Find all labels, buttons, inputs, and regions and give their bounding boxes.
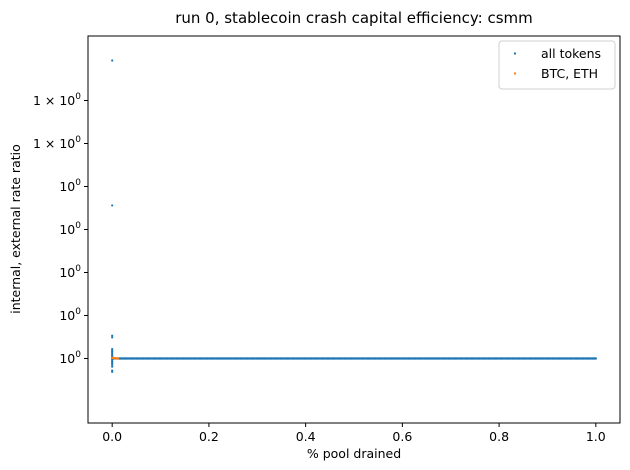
y-tick-label: 100 bbox=[59, 350, 81, 366]
y-tick-label: 100 bbox=[59, 307, 81, 323]
y-tick-exponent: 0 bbox=[75, 350, 81, 360]
legend-marker-btc-eth bbox=[514, 72, 516, 75]
x-tick-label: 0.8 bbox=[489, 429, 509, 444]
legend-box bbox=[498, 40, 616, 90]
y-tick-exponent: 0 bbox=[75, 221, 81, 231]
legend-label-btc-eth: BTC, ETH bbox=[541, 66, 598, 81]
point-all-tokens bbox=[111, 334, 114, 337]
x-axis-label: % pool drained bbox=[307, 446, 401, 461]
data-points-layer bbox=[110, 59, 598, 373]
y-tick-base: 10 bbox=[59, 308, 75, 323]
y-tick-label: 100 bbox=[59, 264, 81, 280]
point-btc-eth bbox=[116, 357, 120, 360]
y-tick-exponent: 0 bbox=[75, 92, 81, 102]
point-all-tokens bbox=[111, 365, 114, 368]
point-all-tokens bbox=[111, 370, 114, 373]
x-tick-label: 0.0 bbox=[102, 429, 122, 444]
point-all-tokens bbox=[594, 357, 598, 360]
y-tick-base: 10 bbox=[59, 179, 75, 194]
plot-area bbox=[87, 35, 621, 424]
y-tick-exponent: 0 bbox=[75, 307, 81, 317]
y-tick-base: 10 bbox=[59, 351, 75, 366]
point-all-tokens bbox=[111, 363, 114, 367]
legend: all tokens BTC, ETH bbox=[498, 40, 616, 90]
point-all-tokens bbox=[111, 59, 114, 62]
y-tick-exponent: 0 bbox=[75, 178, 81, 188]
x-axis: 0.0 0.2 0.4 0.6 0.8 1.0 bbox=[102, 423, 606, 444]
y-tick-label: 100 bbox=[59, 221, 81, 237]
y-axis-label: internal, external rate ratio bbox=[8, 144, 23, 314]
y-tick-exponent: 0 bbox=[75, 135, 81, 145]
x-tick-label: 1.0 bbox=[586, 429, 606, 444]
legend-label-all-tokens: all tokens bbox=[541, 46, 601, 61]
point-all-tokens bbox=[111, 204, 114, 207]
y-tick-label: 1 × 100 bbox=[33, 135, 81, 151]
legend-marker-all-tokens bbox=[514, 52, 516, 55]
x-tick-label: 0.4 bbox=[296, 429, 316, 444]
chart-title: run 0, stablecoin crash capital efficien… bbox=[175, 9, 533, 27]
y-tick-label: 1 × 100 bbox=[33, 92, 81, 108]
y-tick-label: 100 bbox=[59, 178, 81, 194]
y-tick-base: 10 bbox=[59, 222, 75, 237]
x-tick-label: 0.2 bbox=[199, 429, 219, 444]
point-all-tokens bbox=[111, 336, 114, 339]
x-tick-label: 0.6 bbox=[392, 429, 412, 444]
y-tick-base: 10 bbox=[59, 265, 75, 280]
y-tick-exponent: 0 bbox=[75, 264, 81, 274]
y-tick-base: 1 × 10 bbox=[33, 136, 75, 151]
y-tick-base: 1 × 10 bbox=[33, 93, 75, 108]
